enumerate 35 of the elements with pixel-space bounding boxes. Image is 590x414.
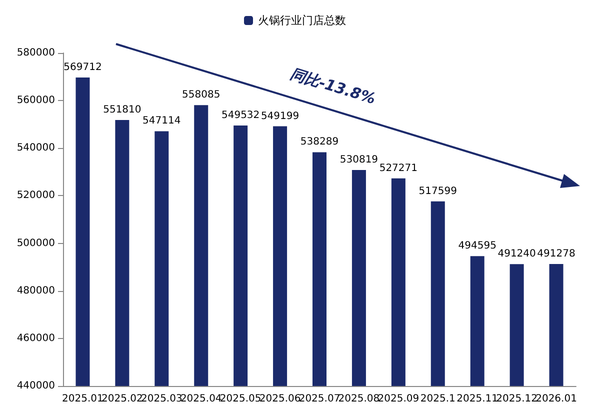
x-tick-label: 2025.12	[496, 394, 538, 404]
x-tick-label: 2025.03	[140, 394, 182, 404]
y-tick-label: 580000	[16, 48, 55, 58]
x-tick-label: 2025.06	[259, 394, 301, 404]
x-tick-label: 2025.1	[420, 394, 456, 404]
x-tick-label: 2026.01	[536, 394, 577, 404]
x-tick-label: 2025.07	[298, 394, 340, 404]
data-label: 517599	[418, 186, 457, 197]
x-tick-label: 2025.04	[180, 394, 222, 404]
data-label: 549532	[221, 110, 260, 121]
x-tick-label: 2025.09	[378, 394, 420, 404]
y-tick-label: 480000	[16, 285, 55, 296]
data-label: 551810	[103, 104, 142, 116]
data-label: 527271	[379, 162, 418, 174]
data-label: 491240	[498, 248, 536, 260]
data-label: 558085	[182, 90, 220, 101]
data-label: 491278	[537, 248, 576, 260]
data-label: 530819	[340, 154, 378, 166]
data-label: 569712	[64, 62, 102, 73]
y-tick-label: 440000	[16, 380, 55, 392]
x-tick-label: 2025.01	[62, 394, 104, 404]
legend-label: 火锅行业门店总数	[258, 14, 346, 27]
data-label: 549199	[260, 110, 300, 122]
x-tick-label: 2025.08	[338, 394, 380, 404]
x-tick-label: 2025.05	[220, 394, 262, 404]
data-label: 547114	[142, 116, 181, 127]
data-label: 494595	[458, 240, 496, 252]
data-label: 538289	[300, 136, 339, 148]
y-tick-label: 500000	[16, 238, 55, 249]
y-tick-label: 540000	[16, 142, 55, 154]
x-tick-label: 2025.02	[102, 394, 143, 404]
y-tick-label: 560000	[16, 95, 55, 106]
y-tick-label: 460000	[16, 332, 55, 344]
y-tick-label: 520000	[16, 190, 55, 202]
x-tick-label: 2025.11	[456, 394, 498, 404]
